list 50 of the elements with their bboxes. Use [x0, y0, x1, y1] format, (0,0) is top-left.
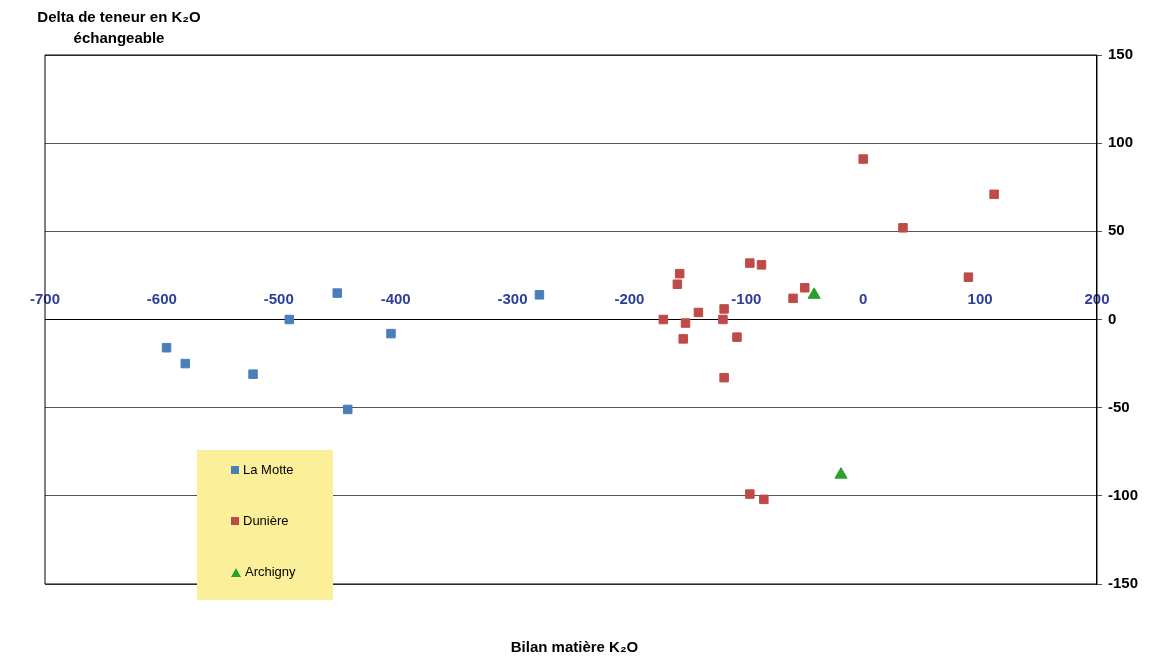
point: [745, 489, 755, 499]
point: [161, 342, 172, 353]
y-tick-label: -50: [1107, 397, 1130, 415]
point: [342, 404, 353, 415]
point: [963, 272, 974, 282]
legend-label: La Motte: [243, 462, 294, 477]
point: [248, 369, 258, 379]
x-tick-label: 0: [859, 289, 868, 307]
y-axis-title: Delta de teneur en K₂O échangeable: [36, 7, 202, 48]
point: [386, 328, 396, 339]
y-tick-label: 50: [1107, 221, 1125, 239]
y-tick-label: 150: [1107, 45, 1134, 63]
y-tick-label: 100: [1107, 133, 1134, 151]
x-tick-label: -500: [263, 289, 294, 307]
point: [674, 268, 685, 279]
point: [834, 467, 848, 479]
point: [898, 223, 908, 233]
legend-label: Dunière: [243, 513, 289, 528]
x-tick-label: 100: [967, 289, 993, 307]
x-tick-label: -600: [146, 289, 177, 307]
point: [759, 494, 769, 505]
point: [732, 332, 742, 342]
point: [858, 154, 868, 164]
point: [693, 307, 704, 318]
x-tick-label: -100: [731, 289, 762, 307]
point: [800, 283, 810, 293]
point: [672, 279, 683, 289]
point: [719, 372, 729, 383]
x-tick-label: -400: [380, 289, 411, 307]
point: [332, 288, 342, 298]
point: [719, 304, 729, 314]
y-tick-label: -150: [1107, 574, 1139, 592]
x-axis-title: Bilan matière K₂O: [509, 638, 640, 655]
point: [989, 189, 999, 200]
point: [180, 358, 191, 369]
y-tick-label: 0: [1107, 309, 1117, 327]
point: [788, 293, 798, 304]
x-tick-label: -300: [497, 289, 528, 307]
point: [680, 318, 691, 328]
x-tick-label: -200: [614, 289, 645, 307]
point: [756, 260, 767, 270]
point: [678, 334, 688, 344]
legend-label: Archigny: [245, 564, 296, 579]
point: [718, 314, 728, 325]
point: [658, 314, 669, 325]
y-tick-label: -100: [1107, 485, 1139, 503]
point: [534, 290, 545, 300]
point: [284, 314, 295, 325]
point: [807, 287, 821, 299]
point: [745, 258, 755, 268]
